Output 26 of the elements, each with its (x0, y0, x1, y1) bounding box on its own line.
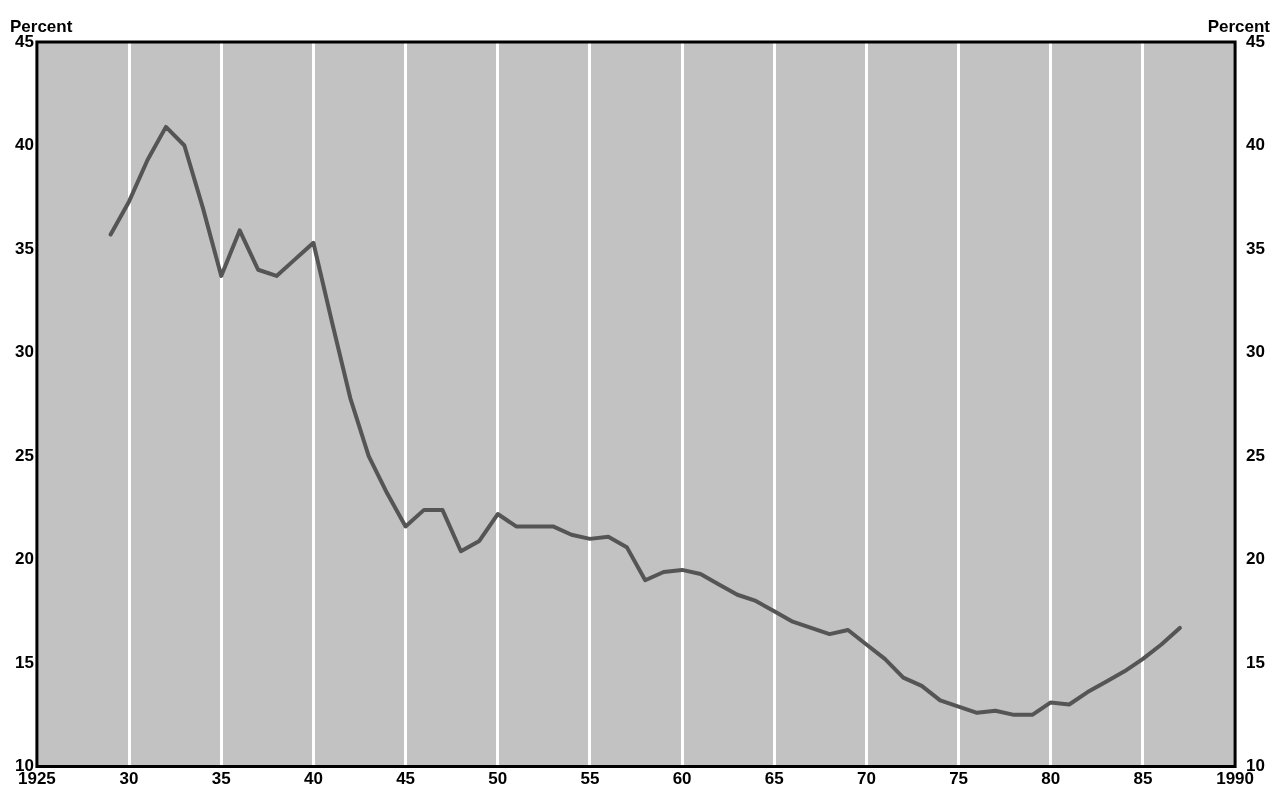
y2-tick-label: 40 (1246, 135, 1266, 155)
y2-tick-label: 20 (1246, 549, 1266, 569)
y2-tick-label: 35 (1246, 238, 1266, 258)
y2-tick-label: 15 (1246, 652, 1266, 672)
x-tick-label: 70 (856, 769, 876, 789)
y-tick-label: 40 (14, 135, 34, 155)
x-tick-label: 60 (672, 769, 692, 789)
x-tick-label: 50 (488, 769, 508, 789)
y-tick-label: 30 (14, 342, 34, 362)
y2-tick-label: 25 (1246, 445, 1266, 465)
x-tick-label: 40 (303, 769, 323, 789)
y-tick-label: 45 (14, 31, 34, 51)
x-tick-label: 80 (1041, 769, 1061, 789)
x-tick-label: 30 (119, 769, 139, 789)
y-tick-label: 15 (14, 652, 34, 672)
y2-tick-label: 45 (1246, 31, 1266, 51)
x-tick-label: 45 (396, 769, 416, 789)
x-tick-label: 85 (1133, 769, 1153, 789)
x-tick-label: 55 (580, 769, 600, 789)
y-tick-label: 25 (14, 445, 34, 465)
x-tick-label: 65 (764, 769, 784, 789)
x-tick-label: 75 (949, 769, 969, 789)
y2-tick-label: 30 (1246, 342, 1266, 362)
y-tick-label: 20 (14, 549, 34, 569)
y-tick-label: 35 (14, 238, 34, 258)
x-tick-label: 35 (211, 769, 231, 789)
